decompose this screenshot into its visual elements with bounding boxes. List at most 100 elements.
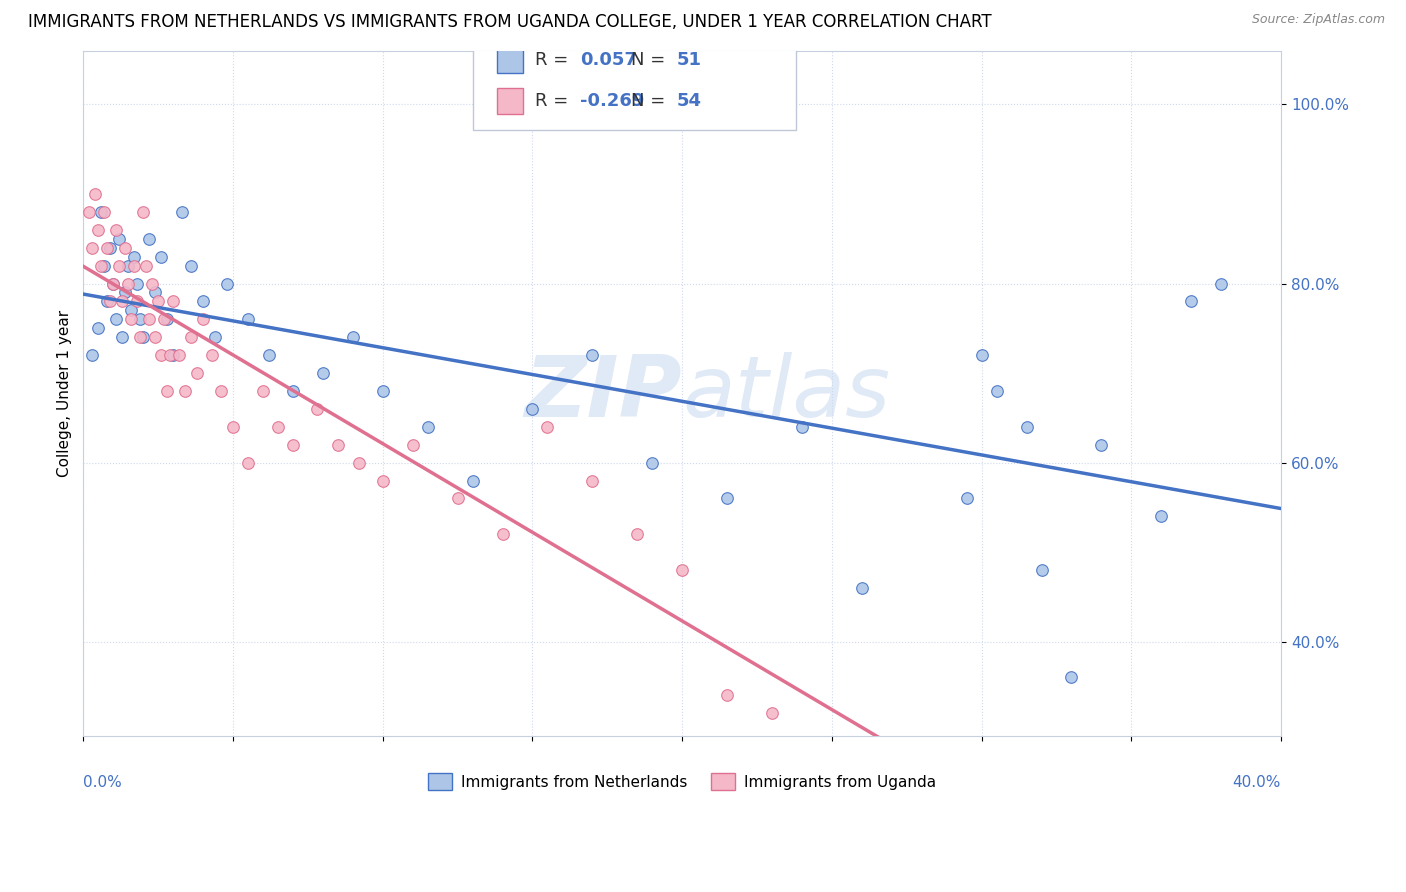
Point	[122, 250, 145, 264]
Point	[77, 205, 100, 219]
Point	[236, 456, 259, 470]
Point	[143, 285, 166, 300]
Point	[970, 348, 993, 362]
Point	[129, 330, 152, 344]
Point	[312, 366, 335, 380]
Point	[117, 259, 139, 273]
Point	[204, 330, 226, 344]
Point	[641, 456, 664, 470]
Point	[150, 250, 173, 264]
Point	[371, 384, 394, 398]
Point	[129, 312, 152, 326]
Point	[127, 277, 149, 291]
Text: ZIP: ZIP	[524, 351, 682, 434]
Point	[120, 312, 142, 326]
Y-axis label: College, Under 1 year: College, Under 1 year	[58, 310, 72, 477]
Point	[105, 312, 128, 326]
FancyBboxPatch shape	[496, 88, 523, 114]
Point	[267, 419, 290, 434]
Point	[281, 384, 304, 398]
Point	[138, 312, 160, 326]
Point	[122, 259, 145, 273]
Point	[851, 581, 873, 595]
Text: N =: N =	[631, 93, 671, 111]
Point	[108, 259, 131, 273]
Text: IMMIGRANTS FROM NETHERLANDS VS IMMIGRANTS FROM UGANDA COLLEGE, UNDER 1 YEAR CORR: IMMIGRANTS FROM NETHERLANDS VS IMMIGRANT…	[28, 13, 991, 31]
Point	[1211, 277, 1233, 291]
Point	[156, 312, 179, 326]
Point	[716, 491, 738, 506]
Point	[153, 312, 176, 326]
Legend: Immigrants from Netherlands, Immigrants from Uganda: Immigrants from Netherlands, Immigrants …	[422, 766, 942, 797]
Point	[108, 232, 131, 246]
Point	[416, 419, 439, 434]
Point	[1090, 438, 1112, 452]
Point	[87, 223, 110, 237]
Text: N =: N =	[631, 51, 671, 69]
Point	[84, 186, 107, 201]
Point	[111, 294, 134, 309]
Point	[716, 689, 738, 703]
FancyBboxPatch shape	[472, 37, 796, 129]
Point	[105, 223, 128, 237]
Point	[103, 277, 125, 291]
Point	[103, 277, 125, 291]
Point	[132, 330, 155, 344]
Point	[222, 419, 245, 434]
Point	[1015, 419, 1038, 434]
Point	[159, 348, 181, 362]
Point	[326, 438, 349, 452]
Point	[141, 277, 163, 291]
Point	[1180, 294, 1202, 309]
Point	[132, 205, 155, 219]
Point	[156, 384, 179, 398]
Point	[1060, 671, 1083, 685]
Text: 0.057: 0.057	[581, 51, 637, 69]
Point	[1150, 509, 1173, 524]
Point	[236, 312, 259, 326]
Point	[191, 294, 214, 309]
Point	[671, 563, 693, 577]
Point	[522, 401, 544, 416]
Text: 0.0%: 0.0%	[83, 774, 122, 789]
Point	[761, 706, 783, 721]
Point	[305, 401, 328, 416]
Point	[120, 303, 142, 318]
Point	[87, 321, 110, 335]
Point	[790, 419, 813, 434]
Point	[201, 348, 224, 362]
Point	[347, 456, 370, 470]
Point	[536, 419, 558, 434]
Text: R =: R =	[534, 93, 574, 111]
FancyBboxPatch shape	[496, 46, 523, 72]
Point	[371, 474, 394, 488]
Point	[581, 474, 603, 488]
Point	[186, 366, 208, 380]
Point	[174, 384, 197, 398]
Point	[162, 294, 184, 309]
Point	[127, 294, 149, 309]
Point	[98, 294, 121, 309]
Point	[146, 294, 169, 309]
Point	[342, 330, 364, 344]
Point	[96, 241, 118, 255]
Text: -0.269: -0.269	[581, 93, 645, 111]
Point	[167, 348, 190, 362]
Point	[82, 348, 104, 362]
Point	[150, 348, 173, 362]
Point	[626, 527, 648, 541]
Text: atlas: atlas	[682, 351, 890, 434]
Point	[172, 205, 194, 219]
Point	[82, 241, 104, 255]
Text: R =: R =	[534, 51, 574, 69]
Point	[461, 474, 484, 488]
Point	[215, 277, 238, 291]
Point	[180, 330, 202, 344]
Text: 40.0%: 40.0%	[1233, 774, 1281, 789]
Point	[143, 330, 166, 344]
Point	[1031, 563, 1053, 577]
Point	[162, 348, 184, 362]
Point	[581, 348, 603, 362]
Point	[90, 205, 112, 219]
Point	[114, 241, 136, 255]
